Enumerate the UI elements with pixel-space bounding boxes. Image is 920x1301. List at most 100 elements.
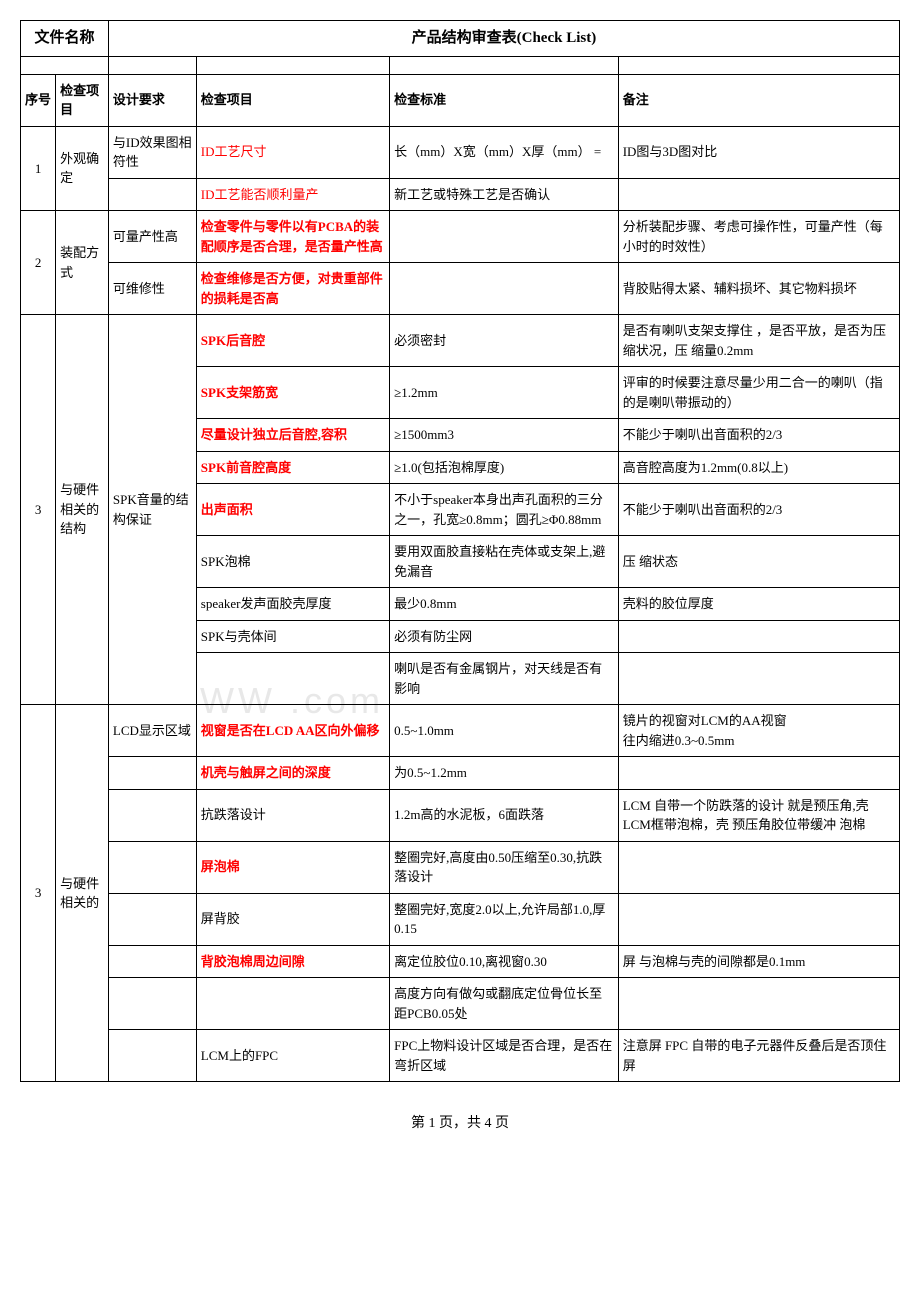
cell-standard: 要用双面胶直接粘在壳体或支架上,避免漏音 [390,536,619,588]
cell-note: 高音腔高度为1.2mm(0.8以上) [618,451,899,484]
cell-standard: 0.5~1.0mm [390,705,619,757]
cell-note: 背胶贴得太紧、辅料损坏、其它物料损坏 [618,263,899,315]
cell-requirement: 与ID效果图相符性 [108,126,196,178]
cell-item [196,653,389,705]
cell-standard: 长（mm）X宽（mm）X厚（mm） = [390,126,619,178]
cell-standard: 最少0.8mm [390,588,619,621]
cell-item [196,978,389,1030]
cell-standard [390,211,619,263]
cell-item: SPK后音腔 [196,315,389,367]
cell-requirement [108,757,196,790]
cell-item: 检查零件与零件以有PCBA的装配顺序是否合理，是否量产性高 [196,211,389,263]
col-seq: 序号 [21,74,56,126]
cell-standard: ≥1.0(包括泡棉厚度) [390,451,619,484]
cell-note [618,841,899,893]
col-note: 备注 [618,74,899,126]
cell-requirement: 可维修性 [108,263,196,315]
cell-item: SPK泡棉 [196,536,389,588]
cell-requirement [108,789,196,841]
cell-standard: 为0.5~1.2mm [390,757,619,790]
cell-requirement: LCD显示区域 [108,705,196,757]
cell-note: 是否有喇叭支架支撑住 ，是否平放，是否为压缩状况，压 缩量0.2mm [618,315,899,367]
header-row: 序号 检查项目 设计要求 检查项目 检查标准 备注 [21,74,900,126]
cell-item: 机壳与触屏之间的深度 [196,757,389,790]
cell-note [618,893,899,945]
cell-requirement [108,178,196,211]
col-category: 检查项目 [56,74,109,126]
cell-requirement [108,841,196,893]
table-row: 机壳与触屏之间的深度为0.5~1.2mm [21,757,900,790]
cell-standard: 喇叭是否有金属钢片，对天线是否有影响 [390,653,619,705]
cell-standard: 离定位胶位0.10,离视窗0.30 [390,945,619,978]
cell-requirement: SPK音量的结构保证 [108,315,196,705]
table-row: 屏背胶整圈完好,宽度2.0以上,允许局部1.0,厚0.15 [21,893,900,945]
cell-item: 检查维修是否方便，对贵重部件的损耗是否高 [196,263,389,315]
cell-item: 视窗是否在LCD AA区向外偏移 [196,705,389,757]
cell-requirement [108,945,196,978]
cell-standard: 1.2m高的水泥板，6面跌落 [390,789,619,841]
blank-row [21,56,900,74]
cell-note [618,757,899,790]
col-requirement: 设计要求 [108,74,196,126]
cell-note: 注意屏 FPC 自带的电子元器件反叠后是否顶住屏 [618,1030,899,1082]
cell-note: 压 缩状态 [618,536,899,588]
cell-item: 背胶泡棉周边间隙 [196,945,389,978]
table-row: 抗跌落设计1.2m高的水泥板，6面跌落LCM 自带一个防跌落的设计 就是预压角,… [21,789,900,841]
cell-note: LCM 自带一个防跌落的设计 就是预压角,壳 LCM框带泡棉，壳 预压角胶位带缓… [618,789,899,841]
cell-standard: 整圈完好,高度由0.50压缩至0.30,抗跌落设计 [390,841,619,893]
cell-note: 评审的时候要注意尽量少用二合一的喇叭（指的是喇叭带振动的） [618,367,899,419]
cell-item: SPK与壳体间 [196,620,389,653]
cell-item: 抗跌落设计 [196,789,389,841]
table-row: 3与硬件相关的结构SPK音量的结构保证SPK后音腔必须密封是否有喇叭支架支撑住 … [21,315,900,367]
cell-requirement [108,1030,196,1082]
cell-item: 屏泡棉 [196,841,389,893]
col-item: 检查项目 [196,74,389,126]
cell-item: SPK支架筋宽 [196,367,389,419]
cell-standard [390,263,619,315]
cell-standard: 不小于speaker本身出声孔面积的三分之一，孔宽≥0.8mm；圆孔≥Φ0.88… [390,484,619,536]
cell-category: 装配方式 [56,211,109,315]
cell-item: ID工艺尺寸 [196,126,389,178]
checklist-table: 文件名称 产品结构审查表(Check List) 序号 检查项目 设计要求 检查… [20,20,900,1082]
cell-note: 分析装配步骤、考虑可操作性，可量产性（每小时的时效性） [618,211,899,263]
cell-requirement [108,978,196,1030]
cell-standard: ≥1500mm3 [390,419,619,452]
cell-note: 不能少于喇叭出音面积的2/3 [618,419,899,452]
cell-item: SPK前音腔高度 [196,451,389,484]
cell-standard: 新工艺或特殊工艺是否确认 [390,178,619,211]
cell-standard: 整圈完好,宽度2.0以上,允许局部1.0,厚0.15 [390,893,619,945]
cell-note: 壳料的胶位厚度 [618,588,899,621]
cell-note [618,178,899,211]
page-footer: 第 1 页，共 4 页 [20,1112,900,1132]
table-row: 可维修性检查维修是否方便，对贵重部件的损耗是否高 背胶贴得太紧、辅料损坏、其它物料… [21,263,900,315]
table-row: 背胶泡棉周边间隙离定位胶位0.10,离视窗0.30屏 与泡棉与壳的间隙都是0.1… [21,945,900,978]
table-row: 3与硬件相关的LCD显示区域视窗是否在LCD AA区向外偏移0.5~1.0mm镜… [21,705,900,757]
cell-item: ID工艺能否顺利量产 [196,178,389,211]
title-row: 文件名称 产品结构审查表(Check List) [21,21,900,57]
cell-requirement: 可量产性高 [108,211,196,263]
cell-requirement [108,893,196,945]
table-row: ID工艺能否顺利量产新工艺或特殊工艺是否确认 [21,178,900,211]
cell-standard: ≥1.2mm [390,367,619,419]
cell-seq: 3 [21,315,56,705]
table-row: 高度方向有做勾或翻底定位骨位长至距PCB0.05处 [21,978,900,1030]
cell-standard: 必须有防尘网 [390,620,619,653]
cell-item: speaker发声面胶壳厚度 [196,588,389,621]
cell-seq: 2 [21,211,56,315]
table-row: LCM上的FPCFPC上物料设计区域是否合理，是否在弯折区域 注意屏 FPC 自… [21,1030,900,1082]
cell-note [618,620,899,653]
table-row: 2装配方式可量产性高检查零件与零件以有PCBA的装配顺序是否合理，是否量产性高分… [21,211,900,263]
col-standard: 检查标准 [390,74,619,126]
cell-item: LCM上的FPC [196,1030,389,1082]
table-row: 屏泡棉整圈完好,高度由0.50压缩至0.30,抗跌落设计 [21,841,900,893]
cell-seq: 1 [21,126,56,211]
cell-item: 屏背胶 [196,893,389,945]
cell-note [618,978,899,1030]
doc-title: 产品结构审查表(Check List) [108,21,899,57]
cell-category: 与硬件相关的 [56,705,109,1082]
cell-note: 镜片的视窗对LCM的AA视窗 往内缩进0.3~0.5mm [618,705,899,757]
cell-standard: 必须密封 [390,315,619,367]
cell-note [618,653,899,705]
cell-note: 屏 与泡棉与壳的间隙都是0.1mm [618,945,899,978]
cell-standard: FPC上物料设计区域是否合理，是否在弯折区域 [390,1030,619,1082]
